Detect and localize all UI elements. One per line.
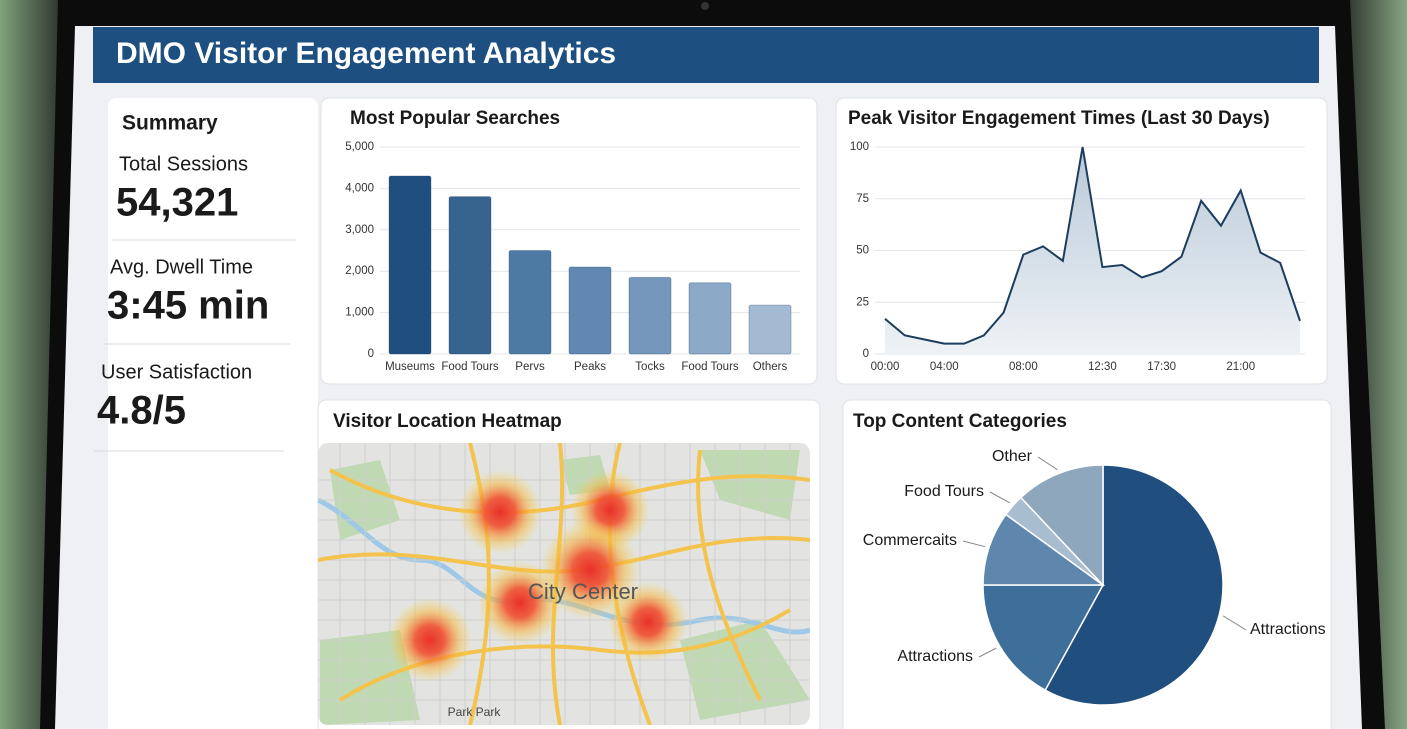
bar	[568, 266, 612, 355]
pie-slice	[982, 584, 1105, 692]
summary-panel	[108, 98, 318, 729]
summary-value: 3:45 min	[107, 284, 269, 328]
y-tick-label: 75	[856, 193, 869, 205]
map	[318, 443, 810, 725]
x-tick-label: Food Tours	[681, 361, 739, 373]
x-tick-label: Others	[753, 361, 788, 373]
pie-slice	[1044, 464, 1224, 706]
chart-title: Most Popular Searches	[350, 108, 560, 129]
summary-label: Avg. Dwell Time	[110, 256, 253, 278]
x-tick-label: Museums	[385, 361, 435, 373]
bar	[508, 250, 552, 355]
x-tick-label: 17:30	[1147, 361, 1176, 373]
parks	[320, 450, 810, 725]
hotspots	[388, 470, 688, 682]
bar	[628, 276, 672, 355]
pie-slice	[1019, 464, 1104, 587]
summary-value: 54,321	[116, 181, 238, 225]
y-tick-label: 0	[863, 348, 869, 360]
x-tick-label: Peaks	[574, 361, 606, 373]
leader-line	[978, 647, 997, 658]
map-label: Park Park	[448, 705, 502, 719]
x-tick-label: Pervs	[515, 361, 545, 373]
pie-label: Attractions	[897, 648, 973, 665]
x-tick-label: 21:00	[1226, 361, 1255, 373]
y-tick-label: 0	[368, 348, 374, 360]
summary-title: Summary	[122, 112, 218, 135]
line	[884, 146, 1301, 345]
y-tick-label: 2,000	[345, 265, 374, 277]
pie-slice	[982, 513, 1106, 586]
header-bar	[93, 27, 1319, 83]
x-tick-label: 08:00	[1009, 361, 1038, 373]
bar	[688, 282, 732, 355]
x-tick-label: Tocks	[635, 361, 665, 373]
map-label: City Center	[528, 579, 638, 604]
leader-line	[989, 491, 1011, 504]
pie-label: Attractions	[1250, 621, 1326, 638]
y-tick-label: 3,000	[345, 224, 374, 236]
leader-line	[1222, 615, 1247, 631]
camera	[701, 2, 709, 10]
leader-line	[1037, 456, 1058, 471]
y-tick-label: 50	[856, 245, 869, 257]
pie-label: Commercaits	[863, 532, 957, 549]
area	[885, 147, 1300, 354]
y-tick-label: 100	[850, 141, 869, 153]
x-tick-label: 12:30	[1088, 361, 1117, 373]
chart-title: Peak Visitor Engagement Times (Last 30 D…	[848, 108, 1270, 129]
x-tick-label: Food Tours	[441, 361, 499, 373]
summary-label: User Satisfaction	[101, 361, 252, 383]
pie-label: Other	[992, 448, 1033, 465]
chart-title: Top Content Categories	[853, 411, 1067, 432]
heatmap-title: Visitor Location Heatmap	[333, 411, 562, 432]
pie-label: Food Tours	[904, 483, 984, 500]
y-tick-label: 25	[856, 296, 869, 308]
y-tick-label: 1,000	[345, 307, 374, 319]
leader-line	[962, 540, 986, 548]
y-tick-label: 4,000	[345, 182, 374, 194]
x-tick-label: 04:00	[930, 361, 959, 373]
y-tick-label: 5,000	[345, 141, 374, 153]
summary-label: Total Sessions	[119, 153, 248, 175]
header-title: DMO Visitor Engagement Analytics	[116, 37, 616, 70]
summary-value: 4.8/5	[97, 389, 186, 433]
x-tick-label: 00:00	[871, 361, 900, 373]
bar	[448, 196, 492, 355]
bar	[388, 175, 432, 355]
bar	[748, 304, 792, 355]
